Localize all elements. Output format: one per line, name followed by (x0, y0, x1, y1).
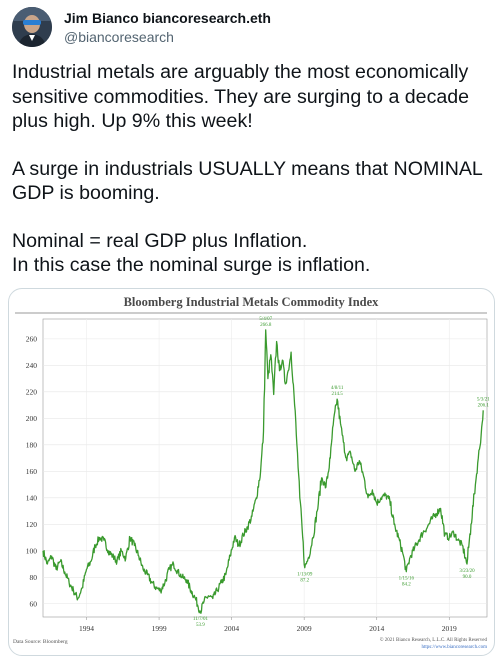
tweet-line: sensitive commodities. They are surging … (12, 85, 470, 108)
tweet-line: Nominal = real GDP plus Inflation. (12, 229, 308, 252)
y-tick-label: 80 (30, 573, 38, 582)
x-tick-label: 1999 (152, 624, 167, 633)
tweet-line: In this case the nominal surge is inflat… (12, 254, 371, 276)
annotation-date: 4/8/11 (331, 386, 344, 391)
y-tick-label: 220 (26, 387, 38, 396)
annotation-date: 11/7/01 (193, 617, 209, 622)
metals-index-chart: Bloomberg Industrial Metals Commodity In… (13, 295, 490, 650)
annotation-value: 84.2 (402, 583, 411, 588)
tweet-header: Jim Bianco biancoresearch.eth @biancores… (12, 7, 488, 47)
author-info: Jim Bianco biancoresearch.eth @biancores… (64, 10, 271, 46)
avatar[interactable] (12, 7, 52, 47)
annotation-value: 214.5 (331, 392, 343, 397)
copyright-note: © 2021 Bianco Research, L.L.C. All Right… (380, 637, 488, 643)
y-tick-label: 200 (26, 414, 38, 423)
avatar-photo-icon (12, 7, 52, 47)
author-handle[interactable]: @biancoresearch (64, 29, 174, 45)
x-tick-label: 2014 (369, 624, 384, 633)
annotation-value: 87.2 (300, 579, 309, 584)
author-display-name[interactable]: Jim Bianco biancoresearch.eth (64, 10, 271, 26)
y-tick-label: 240 (26, 361, 38, 370)
annotation-value: 266.8 (260, 323, 272, 328)
plot-frame (42, 318, 488, 618)
annotation-date: 1/13/09 (297, 573, 313, 578)
chart-title: Bloomberg Industrial Metals Commodity In… (124, 295, 380, 309)
y-tick-label: 120 (26, 520, 38, 529)
tweet-text: Industrial metals are arguably the most … (12, 60, 492, 278)
chart-image[interactable]: Bloomberg Industrial Metals Commodity In… (8, 288, 495, 656)
x-tick-label: 1994 (79, 624, 94, 633)
gridlines (43, 319, 487, 617)
x-tick-label: 2004 (224, 624, 239, 633)
annotation-date: 1/15/16 (399, 577, 415, 582)
tweet-line: GDP is booming. (12, 182, 160, 204)
y-axis: 60 80 100 120 140 160 180 200 220 240 260 (26, 334, 38, 608)
x-axis: 1994 1999 2004 2009 2014 2019 (79, 617, 457, 633)
y-tick-label: 60 (30, 599, 38, 608)
annotation-date: 5/3/21 (477, 397, 490, 402)
annotation-date: 5/4/07 (259, 317, 272, 322)
y-tick-label: 140 (26, 493, 38, 502)
y-tick-label: 100 (26, 546, 38, 555)
annotation-value: 53.9 (196, 623, 205, 628)
x-tick-label: 2019 (442, 624, 457, 633)
tweet-line: Industrial metals are arguably the most … (12, 61, 469, 83)
series-line (42, 329, 484, 614)
website-link[interactable]: https://www.biancoresearch.com (422, 645, 488, 650)
data-source-note: Data Source: Bloomberg (13, 639, 68, 645)
x-tick-label: 2009 (297, 624, 312, 633)
y-tick-label: 260 (26, 334, 38, 343)
tweet-line: plus high. Up 9% this week! (12, 110, 253, 132)
annotation-date: 3/23/20 (459, 569, 475, 574)
y-tick-label: 160 (26, 467, 38, 476)
tweet-line: A surge in industrials USUALLY means tha… (12, 157, 483, 180)
annotation-value: 206.1 (478, 403, 490, 408)
y-tick-label: 180 (26, 440, 38, 449)
annotation-value: 90.0 (463, 575, 472, 580)
